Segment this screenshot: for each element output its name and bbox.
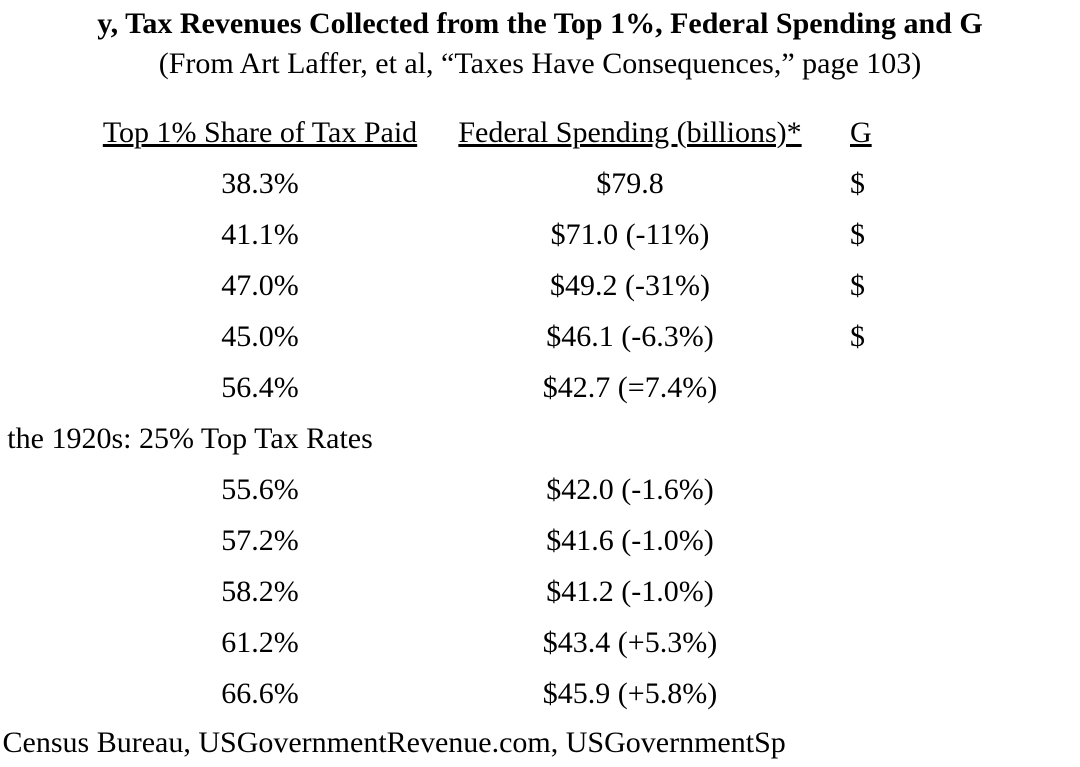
cell-spending: $43.4 (+5.3%) bbox=[430, 617, 830, 668]
cell-spending: $42.0 (-1.6%) bbox=[430, 464, 830, 515]
cell-share: 45.0% bbox=[90, 311, 430, 362]
title-main: y, Tax Revenues Collected from the Top 1… bbox=[97, 7, 982, 40]
header-share: Top 1% Share of Tax Paid bbox=[90, 107, 430, 158]
header-spending: Federal Spending (billions)* bbox=[430, 107, 830, 158]
cell-spending: $41.6 (-1.0%) bbox=[430, 515, 830, 566]
header-gdp: G bbox=[830, 107, 1030, 158]
cell-share: 41.1% bbox=[90, 209, 430, 260]
cell-spending: $46.1 (-6.3%) bbox=[430, 311, 830, 362]
cell-share: 58.2% bbox=[90, 566, 430, 617]
cell-gdp: $ bbox=[830, 209, 1030, 260]
cell-share: 47.0% bbox=[90, 260, 430, 311]
page-title: y, Tax Revenues Collected from the Top 1… bbox=[0, 6, 1080, 42]
cell-share: 55.6% bbox=[90, 464, 430, 515]
table-header-row: rate Top 1% Share of Tax Paid Federal Sp… bbox=[0, 107, 1080, 158]
cell-gdp: $ bbox=[830, 260, 1030, 311]
cell-gdp: $ bbox=[830, 311, 1030, 362]
cell-share: 38.3% bbox=[90, 158, 430, 209]
cell-share: 56.4% bbox=[90, 362, 430, 413]
table-row: 58.2% $41.2 (-1.0%) bbox=[0, 566, 1080, 617]
sources-line: RS, U.S. Census Bureau, USGovernmentReve… bbox=[0, 719, 1080, 767]
document-page: y, Tax Revenues Collected from the Top 1… bbox=[0, 0, 1080, 767]
cell-spending: $71.0 (-11%) bbox=[430, 209, 830, 260]
header-rate: rate bbox=[0, 107, 90, 158]
cell-share: 57.2% bbox=[90, 515, 430, 566]
table-row: 56.4% $42.7 (=7.4%) bbox=[0, 362, 1080, 413]
cell-gdp: $ bbox=[830, 158, 1030, 209]
cell-spending: $45.9 (+5.8%) bbox=[430, 668, 830, 719]
table-row: 57.2% $41.6 (-1.0%) bbox=[0, 515, 1080, 566]
cell-spending: $79.8 bbox=[430, 158, 830, 209]
cell-spending: $49.2 (-31%) bbox=[430, 260, 830, 311]
cell-share: 61.2% bbox=[90, 617, 430, 668]
section-label-row: Half of the 1920s: 25% Top Tax Rates bbox=[0, 413, 1080, 464]
page-subtitle: (From Art Laffer, et al, “Taxes Have Con… bbox=[0, 44, 1080, 85]
cell-spending: $42.7 (=7.4%) bbox=[430, 362, 830, 413]
table-row: 55.6% $42.0 (-1.6%) bbox=[0, 464, 1080, 515]
cell-spending: $41.2 (-1.0%) bbox=[430, 566, 830, 617]
table-row: 61.2% $43.4 (+5.3%) bbox=[0, 617, 1080, 668]
table-row: 41.1% $71.0 (-11%) $ bbox=[0, 209, 1080, 260]
data-table: rate Top 1% Share of Tax Paid Federal Sp… bbox=[0, 107, 1080, 719]
table-row: 66.6% $45.9 (+5.8%) bbox=[0, 668, 1080, 719]
table-row: 47.0% $49.2 (-31%) $ bbox=[0, 260, 1080, 311]
cell-share: 66.6% bbox=[90, 668, 430, 719]
table-row: 38.3% $79.8 $ bbox=[0, 158, 1080, 209]
section-label: Half of the 1920s: 25% Top Tax Rates bbox=[0, 413, 373, 464]
table-row: 45.0% $46.1 (-6.3%) $ bbox=[0, 311, 1080, 362]
